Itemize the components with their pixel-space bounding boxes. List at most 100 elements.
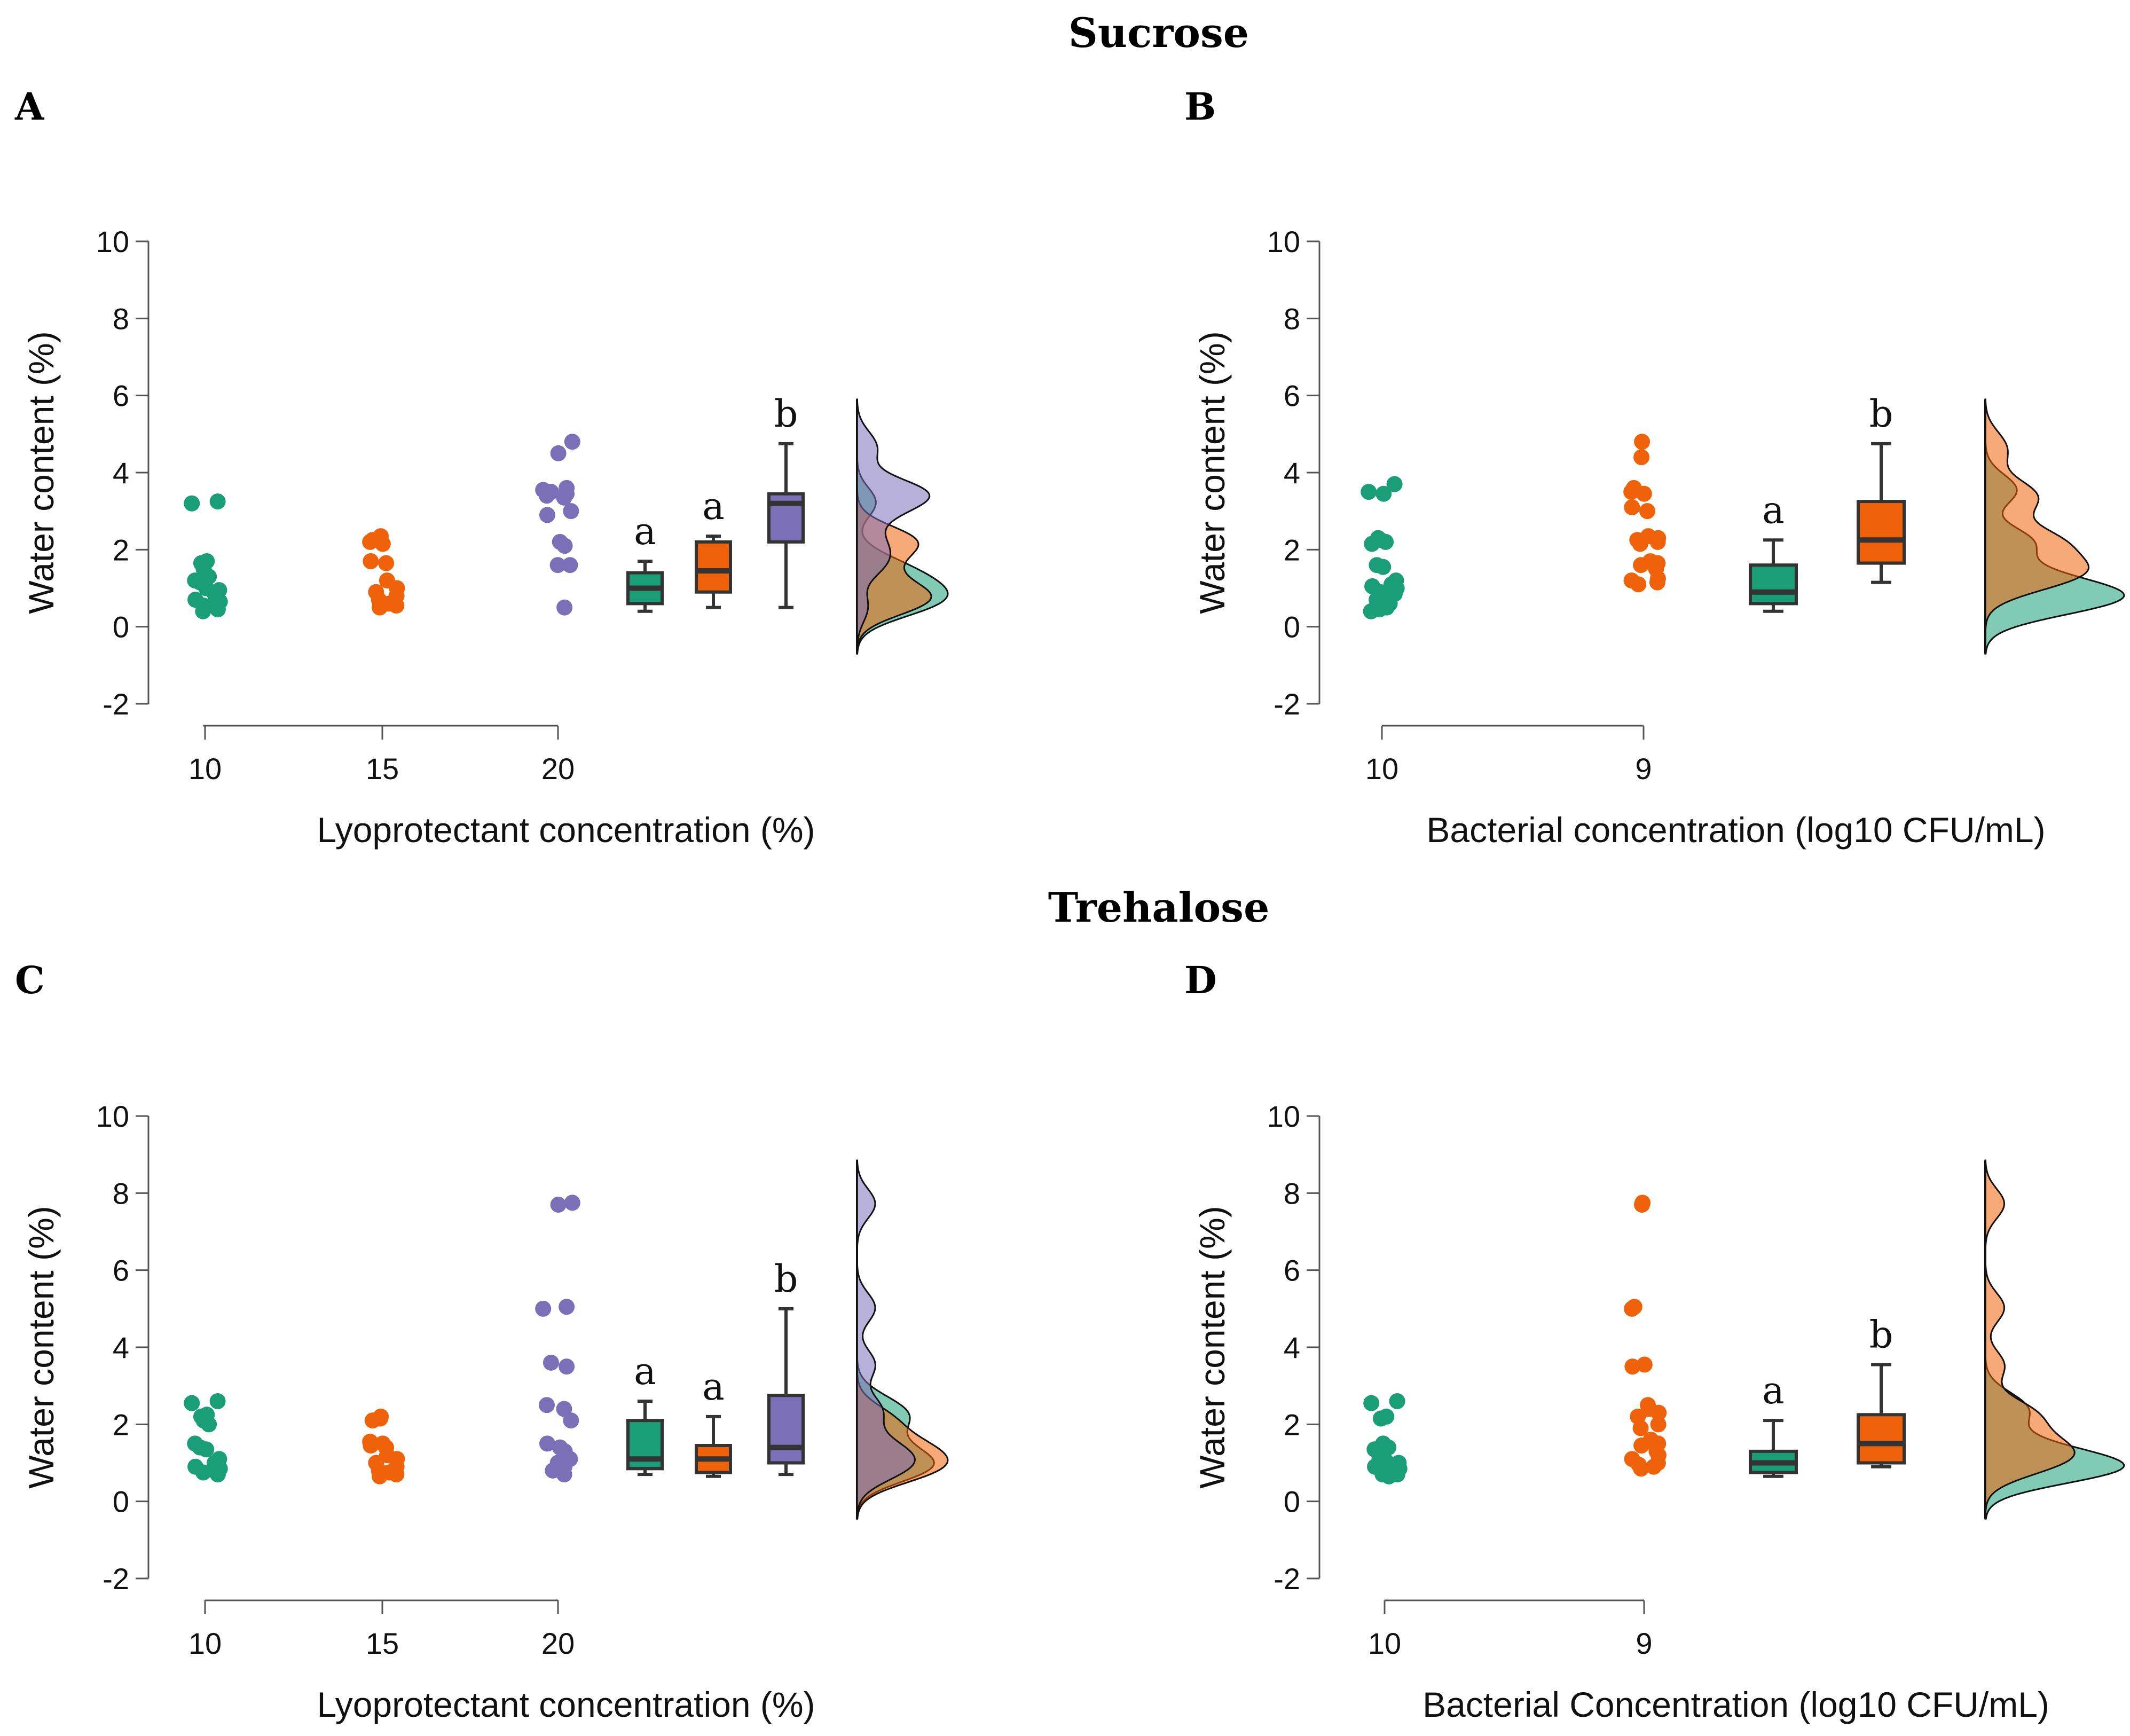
section-title-sucrose: Sucrose: [1068, 9, 1249, 57]
data-point: [363, 553, 379, 569]
y-tick-label: 8: [1284, 1176, 1300, 1210]
box-iqr: [1857, 1413, 1906, 1465]
data-point: [550, 1196, 567, 1213]
data-point: [1624, 1358, 1641, 1375]
panel-label-b: B: [1184, 84, 1216, 129]
data-point: [372, 599, 388, 616]
data-point: [1624, 1300, 1640, 1317]
x-axis-label: Lyoprotectant concentration (%): [317, 810, 815, 850]
y-tick-label: 4: [113, 1331, 129, 1364]
data-point: [1386, 476, 1403, 492]
data-point: [1649, 574, 1665, 591]
significance-letter: b: [774, 1257, 798, 1301]
data-point: [556, 599, 573, 616]
data-point: [201, 1416, 217, 1433]
y-tick-label: 10: [1267, 1099, 1300, 1133]
significance-letter: b: [774, 392, 798, 436]
data-point: [1650, 1404, 1667, 1421]
data-point: [195, 603, 211, 619]
box-iqr: [1857, 500, 1906, 565]
data-point: [563, 503, 579, 520]
y-tick-label: -2: [1274, 1562, 1300, 1596]
y-axis-label: Water content (%): [1192, 1206, 1232, 1488]
x-axis-label: Bacterial concentration (log10 CFU/mL): [1426, 810, 2045, 850]
y-tick-label: 8: [113, 302, 129, 335]
x-tick-label: 9: [1636, 1627, 1652, 1660]
x-tick-label: 10: [188, 752, 222, 785]
y-tick-label: 4: [1284, 1331, 1300, 1364]
data-point: [209, 493, 226, 510]
data-point: [564, 434, 580, 450]
y-tick-label: 6: [113, 379, 129, 413]
y-tick-label: 0: [1284, 610, 1300, 644]
panel-a-chart: -2 0 2 4 6 8 10 Water content (%) 10 15 20 Lyoprote…: [21, 225, 949, 850]
x-tick-label: 15: [366, 752, 399, 785]
data-point: [1361, 484, 1377, 500]
data-point: [543, 1354, 559, 1371]
y-axis-label: Water content (%): [1192, 331, 1232, 614]
data-point: [559, 1358, 575, 1375]
y-tick-label: 2: [113, 1408, 129, 1441]
significance-letter: a: [1762, 488, 1785, 532]
panel-label-d: D: [1184, 958, 1217, 1002]
x-axis-label: Bacterial Concentration (log10 CFU/mL): [1422, 1685, 2049, 1724]
data-point: [195, 1464, 211, 1481]
density-cloud: [1984, 398, 2090, 654]
data-point: [198, 1441, 215, 1458]
significance-letter: a: [1762, 1369, 1785, 1412]
data-point: [549, 557, 566, 574]
y-axis-label: Water content (%): [21, 331, 61, 614]
y-tick-label: 10: [1267, 225, 1300, 258]
data-point: [1636, 485, 1652, 502]
data-point: [559, 1299, 575, 1315]
y-tick-label: 0: [1284, 1485, 1300, 1519]
data-point: [1636, 1356, 1653, 1373]
significance-letter: a: [634, 509, 656, 553]
data-point: [363, 1437, 379, 1454]
panel-label-a: A: [14, 84, 45, 129]
y-tick-label: 10: [96, 225, 129, 258]
data-point: [1372, 1410, 1389, 1427]
section-title-trehalose: Trehalose: [1048, 884, 1270, 931]
x-tick-label: 15: [366, 1627, 399, 1660]
data-point: [1649, 533, 1666, 550]
box-iqr: [695, 540, 732, 594]
x-tick-label: 20: [541, 752, 575, 785]
y-tick-label: 4: [1284, 456, 1300, 490]
density-cloud: [856, 398, 931, 655]
y-tick-label: -2: [1274, 687, 1300, 721]
data-point: [1380, 1439, 1397, 1456]
x-tick-label: 10: [1365, 752, 1398, 785]
y-tick-label: 2: [1284, 533, 1300, 567]
y-tick-label: 6: [113, 1254, 129, 1287]
data-point: [1633, 449, 1650, 466]
significance-letter: a: [702, 1365, 725, 1409]
data-point: [1632, 536, 1648, 552]
data-point: [556, 1401, 572, 1417]
data-point: [1376, 485, 1392, 502]
y-tick-label: 4: [113, 456, 129, 490]
x-tick-label: 9: [1635, 752, 1652, 785]
data-point: [388, 1466, 405, 1483]
data-point: [556, 489, 572, 506]
box-iqr: [1749, 563, 1798, 606]
data-point: [1634, 434, 1650, 450]
data-point: [1633, 1437, 1650, 1454]
x-tick-label: 10: [1368, 1627, 1401, 1660]
data-point: [209, 1393, 226, 1410]
x-tick-label: 10: [188, 1627, 222, 1660]
data-point: [1633, 557, 1649, 574]
data-point: [1389, 1393, 1405, 1410]
data-point: [374, 536, 391, 552]
data-point: [1378, 533, 1394, 550]
data-point: [1381, 1468, 1397, 1484]
data-point: [563, 1412, 579, 1429]
y-axis-label: Water content (%): [21, 1206, 61, 1488]
y-tick-label: -2: [103, 1562, 129, 1596]
y-tick-label: -2: [103, 687, 129, 721]
data-point: [1623, 484, 1640, 500]
y-tick-label: 10: [96, 1099, 129, 1133]
panel-b-chart: -2 0 2 4 6 8 10 Water content (%) 10 9 Bacterial c…: [1192, 225, 2125, 850]
data-point: [562, 557, 578, 574]
